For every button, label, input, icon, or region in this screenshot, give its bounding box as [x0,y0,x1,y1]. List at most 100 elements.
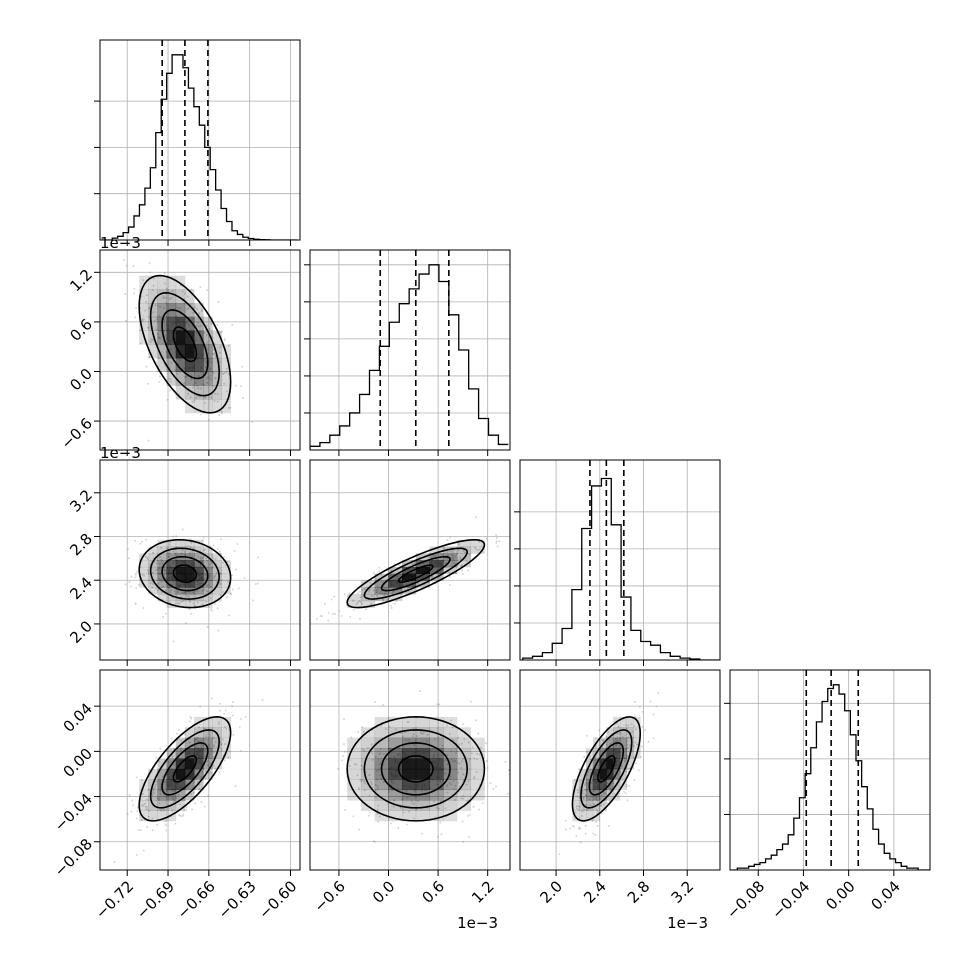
density-cell [429,810,444,822]
density-cell [402,573,417,581]
x-tick-label: −0.72 [92,877,137,922]
density-cell [388,768,403,780]
density-cell [203,587,213,595]
density-cell [443,560,458,568]
y-tick-label: 3.2 [66,486,96,516]
x-tick-label: −0.04 [768,877,813,922]
density-cell [470,546,485,554]
density-cell [429,546,444,554]
density-cell [184,560,195,568]
density-cell [415,758,430,770]
density-cell [148,344,158,359]
density-cell [157,560,168,568]
density-cell [157,573,168,581]
panel-background [100,460,300,660]
density-cell [572,800,580,811]
density-cell [633,727,641,739]
density-cell [184,789,195,801]
density-cell [374,779,389,791]
density-cell [139,789,149,801]
density-cell [212,758,222,770]
density-cell [360,768,376,780]
contour-1 [588,742,625,796]
density-cell [443,727,458,739]
density-cell [443,810,458,822]
density-cell [633,737,641,749]
density-cell [619,716,628,728]
x-offset-text: 1e−3 [667,914,708,932]
density-cell [203,727,213,739]
density-group [124,528,259,643]
density-cell [443,716,458,728]
density-cell [184,289,195,304]
density-cell [402,779,417,791]
density-cell [212,344,222,359]
panel-frame [519,669,721,871]
density-cell [626,758,634,770]
density-cell [148,330,158,345]
density-cell [443,546,458,554]
density-cell [388,580,403,588]
density-cell [203,399,213,414]
y-offset-text: 1e−3 [100,444,141,462]
density-cell [599,789,607,801]
density-cell [402,580,417,588]
density-cell [586,810,594,822]
density-cell [443,748,458,759]
density-cell [360,727,376,739]
density-cell [175,768,186,780]
density-cell [194,560,204,568]
density-cell [606,789,614,801]
density-cell [175,539,186,547]
density-cell [456,539,472,547]
density-cell [166,779,177,791]
density-cell [148,553,158,561]
density-cell [203,716,213,728]
density-cell [184,748,195,759]
density-cell [429,737,444,749]
density-cell [212,560,222,568]
density-cell [148,587,158,595]
density-cell [456,779,472,791]
density-cell [175,600,186,608]
density-cell [212,587,222,595]
density-cell [402,727,417,739]
density-cell [221,566,232,575]
density-cell [470,779,485,791]
density-cell [194,553,204,561]
density-cell [221,573,232,581]
density-cell [184,779,195,791]
density-cell [606,727,614,739]
density-cell [166,566,177,575]
histogram-1 [310,264,509,450]
contour-1 [161,309,209,380]
density-cell [157,275,168,290]
density-cell [166,768,177,780]
x-tick-label: 0.6 [419,877,449,907]
density-cell [221,716,232,728]
density-cell [184,600,195,608]
density-cell [166,580,177,588]
contour-0 [172,564,198,583]
panel-background [520,670,720,870]
density-cell [443,768,458,780]
density-cell [415,779,430,791]
density-cell [166,289,177,304]
density-cell [402,758,417,770]
density-cell [360,737,376,749]
density-cell [139,289,149,304]
panel-0-0 [94,39,301,246]
panel-3-2: 2.0 2.4 2.8 3.2 1e−3 [519,669,721,932]
density-cell [184,593,195,602]
density-cell [175,789,186,801]
density-cell [429,768,444,780]
contour-3 [571,716,642,822]
density-cell [184,357,195,373]
density-cell [139,316,149,331]
density-cell [429,560,444,568]
density-cell [166,330,177,345]
density-cell [579,789,587,801]
density-cell [157,553,168,561]
density-cell [184,573,195,581]
density-cell [415,566,430,575]
